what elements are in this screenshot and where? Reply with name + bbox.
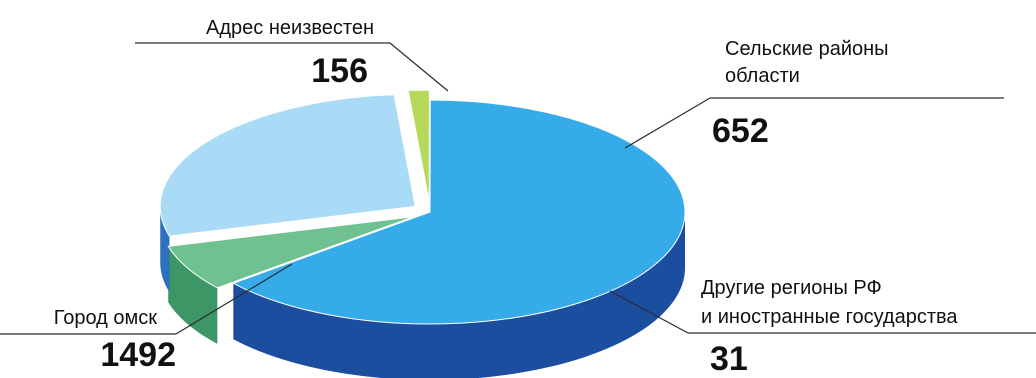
value-other-line-1: 31	[710, 340, 748, 378]
label-unknown: Адрес неизвестен	[206, 17, 374, 39]
label-other-line-2: и иностранные государства	[701, 306, 958, 328]
pie-sides-layer	[160, 206, 685, 378]
value-unknown: 156	[311, 52, 368, 90]
value-rural: 652	[712, 112, 769, 150]
value-rural-line-1: 652	[712, 112, 769, 150]
leader-line-rural	[624, 97, 711, 149]
label-other: Другие регионы РФ и иностранные государст…	[701, 277, 958, 328]
pie-slice-omsk	[232, 99, 686, 325]
label-unknown-line-1: Адрес неизвестен	[206, 17, 374, 39]
label-omsk-line-1: Город омск	[54, 307, 158, 329]
label-rural-line-2: области	[725, 65, 800, 87]
leader-line-other	[609, 290, 689, 334]
label-other-line-1: Другие регионы РФ	[701, 277, 882, 299]
value-omsk: 1492	[100, 336, 176, 374]
value-omsk-line-1: 1492	[100, 336, 176, 374]
pie-slice-other	[407, 89, 430, 203]
pie-side-unknown	[168, 246, 218, 344]
pie-labels-layer: Адрес неизвестен 156 Сельские районы област…	[0, 17, 1036, 378]
pie-side-omsk	[233, 212, 685, 378]
leader-line-unknown	[389, 42, 449, 92]
label-rural-line-1: Сельские районы	[725, 38, 889, 60]
leader-line-omsk	[175, 263, 293, 335]
label-rural: Сельские районы области	[725, 38, 889, 87]
label-omsk: Город омск	[54, 307, 158, 329]
value-other: 31	[710, 340, 748, 378]
value-unknown-line-1: 156	[311, 52, 368, 90]
pie-slice-unknown	[167, 216, 415, 289]
pie-side-rural	[160, 206, 170, 293]
pie-top-layer	[159, 89, 686, 325]
pie-slice-rural	[159, 94, 416, 237]
